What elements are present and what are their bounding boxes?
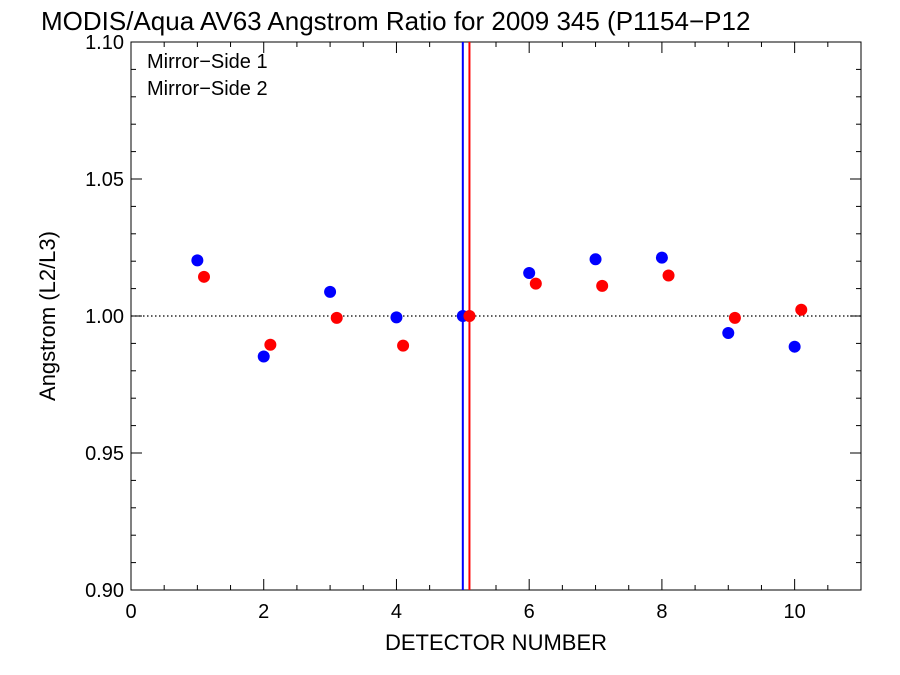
data-point-series-1 bbox=[191, 254, 204, 267]
x-tick-label: 2 bbox=[258, 601, 269, 623]
x-tick-label: 0 bbox=[125, 601, 136, 623]
data-point-series-1 bbox=[523, 266, 536, 279]
data-point-series-2 bbox=[397, 339, 410, 352]
y-tick-label: 1.05 bbox=[85, 169, 124, 191]
x-tick-label: 8 bbox=[656, 601, 667, 623]
y-tick-label: 0.90 bbox=[85, 580, 124, 602]
data-point-series-1 bbox=[257, 350, 270, 363]
data-point-series-2 bbox=[662, 269, 675, 282]
data-point-series-2 bbox=[463, 310, 476, 322]
data-point-series-1 bbox=[390, 311, 403, 324]
data-point-series-1 bbox=[722, 326, 735, 339]
data-point-series-2 bbox=[264, 338, 277, 351]
y-tick-label: 1.10 bbox=[85, 32, 124, 54]
data-point-series-2 bbox=[198, 270, 210, 283]
plot-area: 0 2 4 6 8 10 0.90 0.95 1.00 1.05 1.10 bbox=[85, 32, 862, 623]
y-tick-label: 0.95 bbox=[85, 443, 124, 465]
data-point-series-2 bbox=[596, 279, 609, 292]
data-point-series-2 bbox=[330, 311, 343, 324]
x-tick-label: 6 bbox=[524, 601, 535, 623]
x-axis-label: DETECTOR NUMBER bbox=[385, 630, 607, 655]
x-tick-label: 4 bbox=[391, 601, 402, 623]
y-axis-label: Angstrom (L2/L3) bbox=[35, 231, 60, 401]
data-point-series-2 bbox=[795, 303, 808, 316]
data-point-series-2 bbox=[529, 277, 542, 290]
legend-entry-mirror-side-1: Mirror−Side 1 bbox=[147, 51, 268, 73]
data-point-series-2 bbox=[728, 311, 741, 324]
data-point-series-1 bbox=[655, 251, 668, 264]
x-tick-label: 10 bbox=[784, 601, 806, 623]
data-point-series-1 bbox=[324, 285, 337, 298]
legend-entry-mirror-side-2: Mirror−Side 2 bbox=[147, 78, 268, 100]
chart-title: MODIS/Aqua AV63 Angstrom Ratio for 2009 … bbox=[41, 6, 750, 36]
data-point-series-1 bbox=[788, 340, 801, 353]
data-point-series-1 bbox=[589, 253, 602, 266]
y-tick-label: 1.00 bbox=[85, 306, 124, 328]
